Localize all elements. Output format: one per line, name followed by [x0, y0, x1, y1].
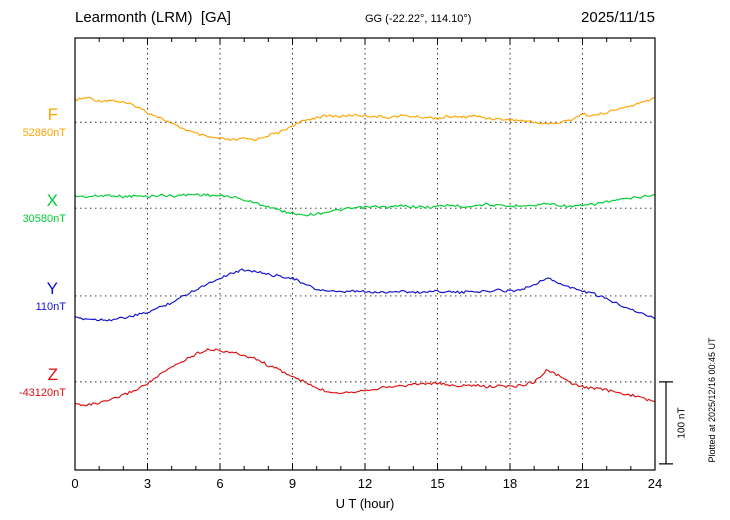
trace-F	[74, 96, 656, 142]
channel-label-F: F	[47, 105, 58, 125]
scale-bar-label: 100 nT	[676, 407, 688, 439]
trace-Z	[74, 348, 656, 407]
channel-value-Y: 110nT	[35, 300, 66, 313]
x-tick-label-3: 3	[143, 476, 152, 491]
trace-X	[74, 193, 656, 217]
channel-value-X: 30580nT	[22, 213, 66, 226]
x-tick-label-15: 15	[430, 476, 445, 491]
station-title: Learmonth (LRM) [GA]	[75, 9, 231, 26]
channel-value-F: 52860nT	[22, 127, 66, 140]
trace-Y	[74, 268, 656, 322]
plot-frame	[74, 37, 656, 471]
x-tick-label-21: 21	[575, 476, 590, 491]
plotted-at-note: Plotted at 2025/12/16 00:45 UT	[707, 337, 717, 463]
x-tick-label-6: 6	[216, 476, 224, 491]
x-tick-label-0: 0	[71, 476, 79, 491]
x-tick-label-18: 18	[502, 476, 518, 491]
channel-label-Y: Y	[46, 278, 58, 298]
x-tick-label-9: 9	[288, 476, 297, 491]
geographic-coords: GG (-22.22°, 114.10°)	[365, 13, 472, 25]
x-tick-label-12: 12	[357, 476, 373, 491]
channel-label-Z: Z	[47, 364, 58, 384]
x-axis-title: U T (hour)	[335, 496, 395, 511]
channel-label-X: X	[46, 191, 58, 211]
plot-date: 2025/11/15	[581, 9, 655, 26]
x-tick-label-24: 24	[647, 476, 663, 491]
channel-value-Z: -43120nT	[18, 386, 66, 399]
